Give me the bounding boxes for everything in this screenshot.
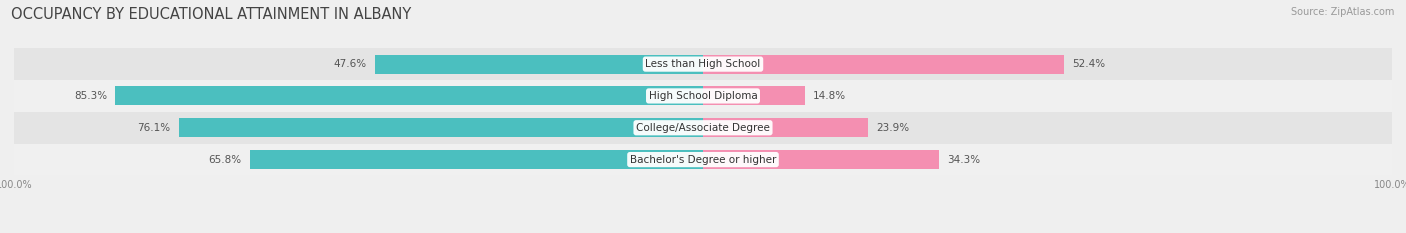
Bar	[179, 118, 703, 137]
Bar	[375, 55, 703, 74]
Text: High School Diploma: High School Diploma	[648, 91, 758, 101]
Text: 65.8%: 65.8%	[208, 154, 242, 164]
Text: 34.3%: 34.3%	[948, 154, 981, 164]
Text: Bachelor's Degree or higher: Bachelor's Degree or higher	[630, 154, 776, 164]
Bar	[703, 118, 868, 137]
Text: 52.4%: 52.4%	[1073, 59, 1105, 69]
Text: College/Associate Degree: College/Associate Degree	[636, 123, 770, 133]
Text: OCCUPANCY BY EDUCATIONAL ATTAINMENT IN ALBANY: OCCUPANCY BY EDUCATIONAL ATTAINMENT IN A…	[11, 7, 412, 22]
Text: Source: ZipAtlas.com: Source: ZipAtlas.com	[1291, 7, 1395, 17]
Bar	[14, 112, 1392, 144]
Bar	[250, 150, 703, 169]
Bar	[14, 80, 1392, 112]
Bar	[703, 55, 1064, 74]
Text: Less than High School: Less than High School	[645, 59, 761, 69]
Bar	[115, 86, 703, 106]
Bar	[703, 150, 939, 169]
Bar	[14, 48, 1392, 80]
Bar	[703, 86, 806, 106]
Text: 47.6%: 47.6%	[333, 59, 367, 69]
Text: 76.1%: 76.1%	[138, 123, 170, 133]
Text: 23.9%: 23.9%	[876, 123, 910, 133]
Text: 85.3%: 85.3%	[75, 91, 107, 101]
Bar	[14, 144, 1392, 175]
Text: 14.8%: 14.8%	[813, 91, 846, 101]
